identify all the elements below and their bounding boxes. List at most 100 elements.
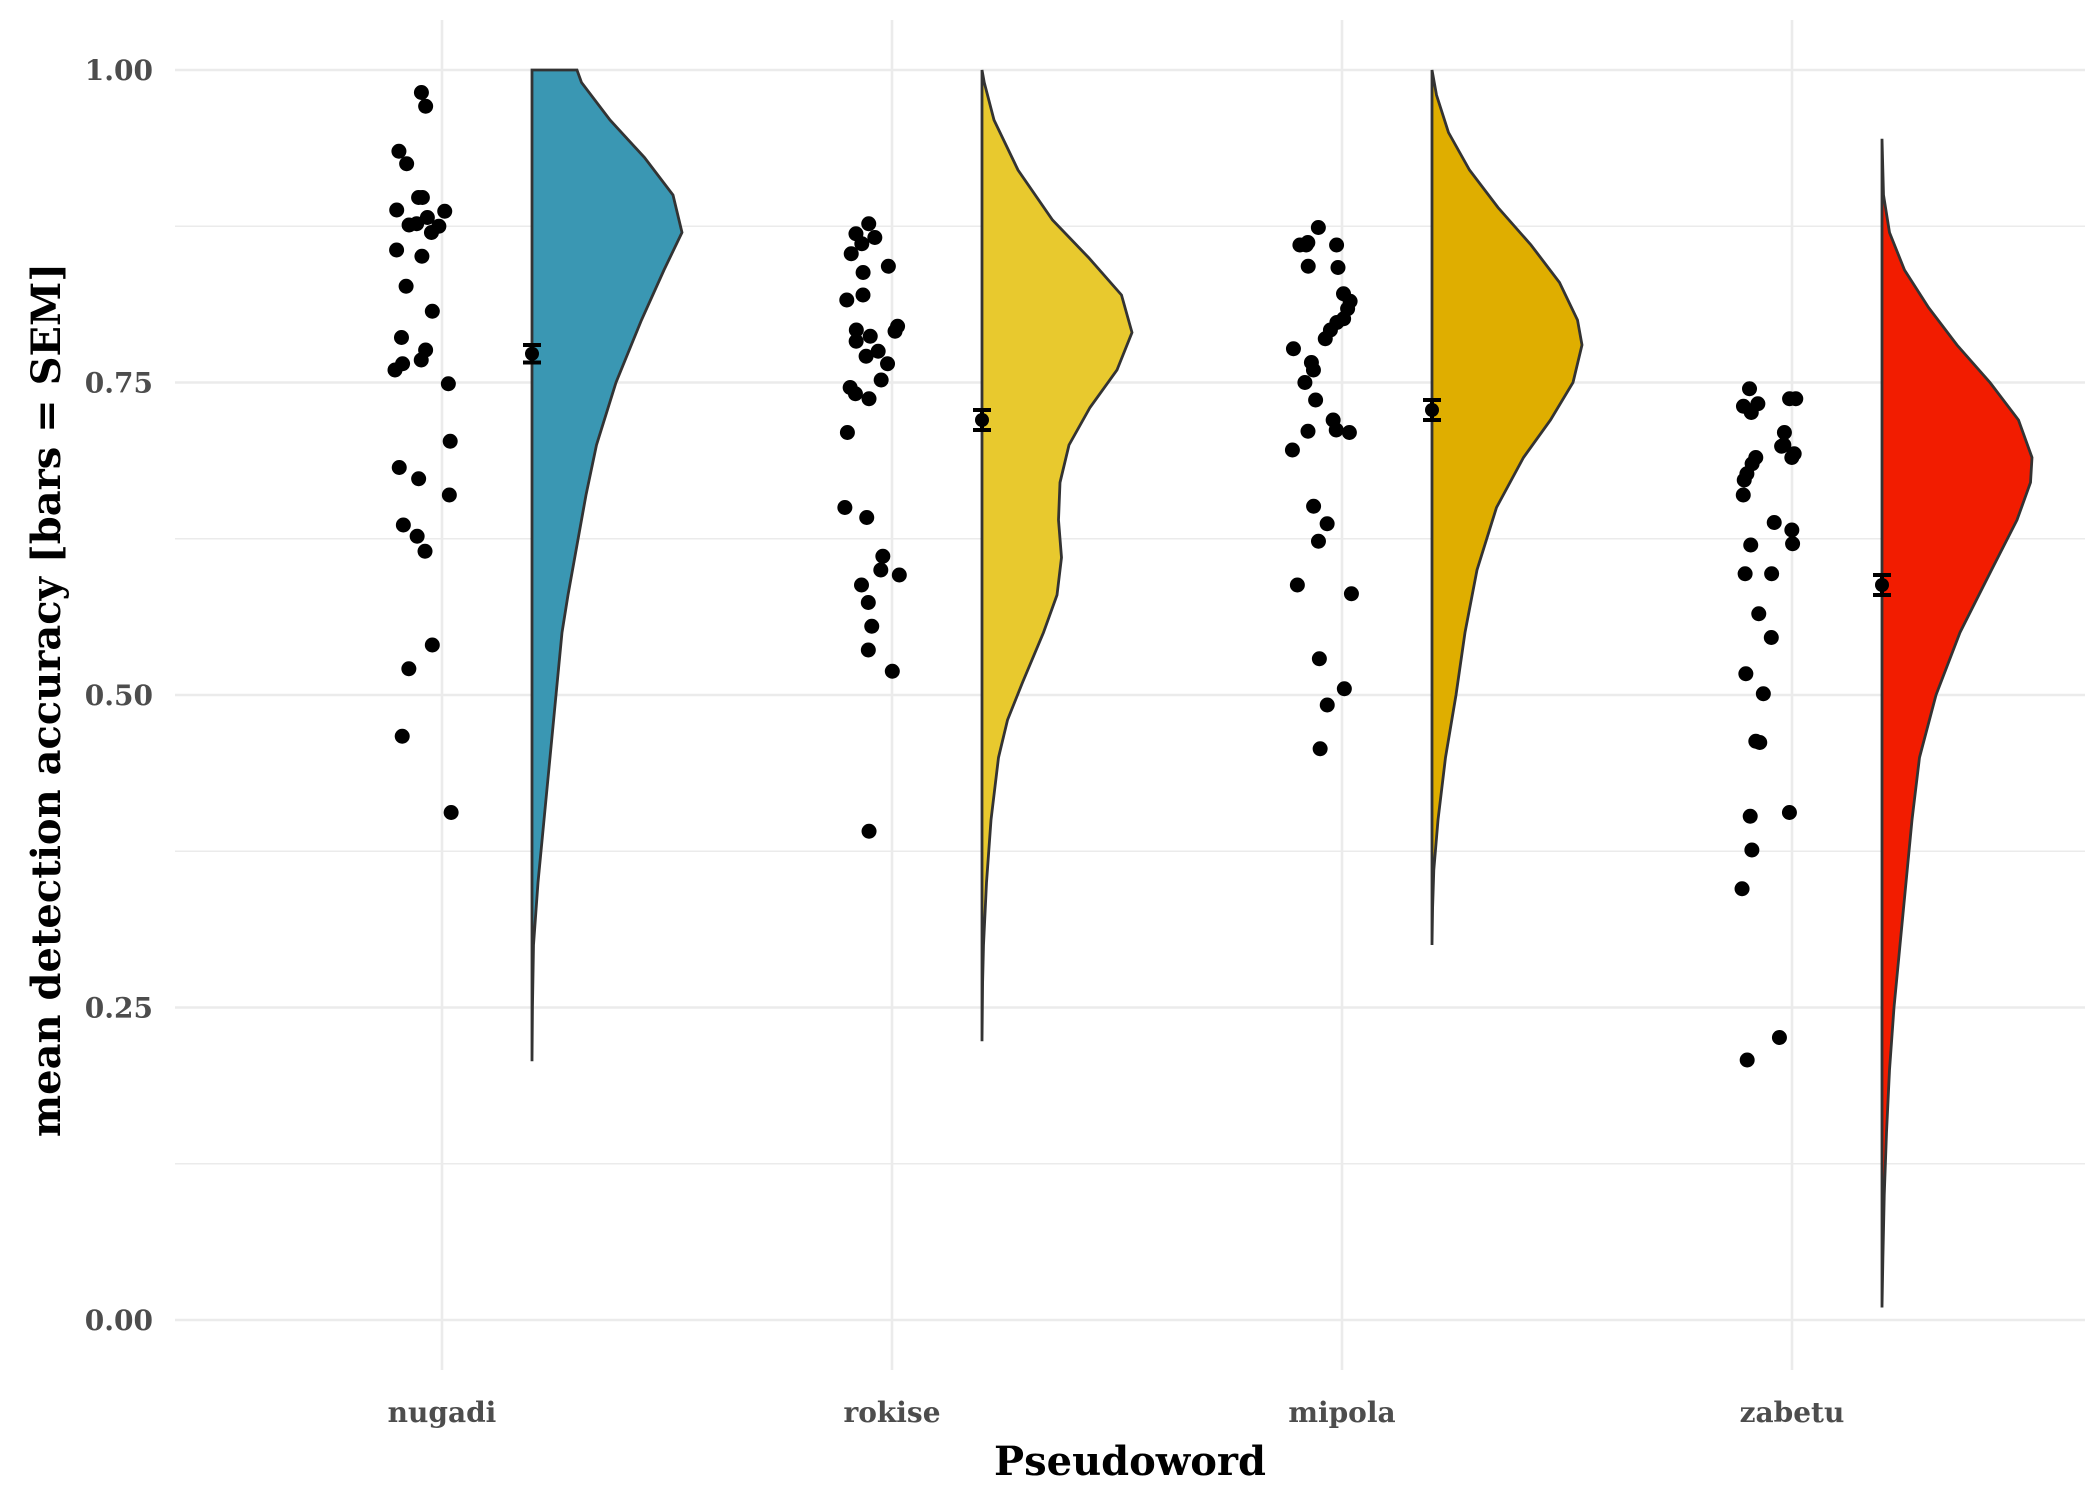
data-point-nugadi	[394, 728, 410, 744]
data-point-mipola	[1297, 375, 1313, 390]
data-point-nugadi	[424, 637, 440, 653]
data-point-nugadi	[440, 376, 456, 392]
data-point-nugadi	[423, 225, 439, 240]
data-point-rokise	[848, 322, 864, 338]
data-point-mipola	[1292, 237, 1308, 253]
mean-point-nugadi	[525, 346, 539, 361]
data-point-nugadi	[395, 517, 411, 533]
data-point-mipola	[1330, 260, 1346, 275]
data-point-zabetu	[1788, 391, 1804, 407]
data-point-mipola	[1312, 741, 1328, 757]
x-tick-label: nugadi	[388, 1396, 497, 1429]
data-point-rokise	[873, 562, 889, 578]
data-point-zabetu	[1734, 881, 1750, 897]
data-point-zabetu	[1742, 381, 1758, 397]
data-point-rokise	[843, 246, 859, 262]
data-point-mipola	[1319, 697, 1335, 713]
data-point-zabetu	[1763, 630, 1779, 645]
data-point-nugadi	[414, 248, 430, 264]
data-point-rokise	[860, 642, 876, 658]
mean-point-zabetu	[1875, 578, 1889, 592]
mean-sem-markers	[523, 343, 1891, 597]
data-point-nugadi	[391, 143, 407, 159]
data-point-zabetu	[1766, 515, 1782, 530]
data-point-rokise	[867, 230, 883, 245]
data-point-nugadi	[409, 528, 425, 544]
data-point-zabetu	[1743, 405, 1759, 420]
data-point-mipola	[1317, 331, 1333, 347]
data-point-nugadi	[401, 217, 417, 233]
data-point-nugadi	[393, 330, 409, 345]
data-point-mipola	[1300, 258, 1316, 274]
data-point-rokise	[860, 595, 876, 610]
data-point-zabetu	[1739, 1052, 1755, 1068]
data-point-mipola	[1328, 422, 1344, 438]
data-point-rokise	[880, 258, 896, 274]
data-point-nugadi	[389, 202, 405, 218]
violin-rokise	[980, 69, 1134, 1042]
data-point-nugadi	[443, 805, 459, 820]
data-point-rokise	[862, 328, 878, 344]
data-point-mipola	[1311, 651, 1327, 667]
data-point-mipola	[1343, 586, 1359, 602]
sem-bar-rokise	[973, 408, 991, 432]
data-point-rokise	[858, 348, 874, 364]
data-point-nugadi	[442, 433, 458, 449]
data-point-nugadi	[391, 460, 407, 475]
x-axis-ticks: nugadi rokise mipola zabetu	[388, 1396, 1845, 1429]
data-point-rokise	[837, 500, 853, 515]
data-point-rokise	[891, 567, 907, 583]
data-point-nugadi	[441, 487, 457, 503]
data-point-zabetu	[1781, 805, 1797, 820]
data-point-nugadi	[413, 85, 429, 100]
data-point-zabetu	[1752, 735, 1768, 750]
data-point-zabetu	[1743, 537, 1759, 553]
data-point-mipola	[1329, 237, 1345, 253]
data-point-mipola	[1284, 442, 1300, 458]
data-point-nugadi	[387, 362, 403, 378]
data-point-nugadi	[424, 303, 440, 319]
y-tick-label: 1.00	[85, 54, 153, 87]
data-point-mipola	[1285, 341, 1301, 357]
data-point-rokise	[887, 323, 903, 339]
y-tick-label: 0.00	[85, 1304, 153, 1337]
data-point-zabetu	[1785, 536, 1801, 552]
x-tick-label: rokise	[843, 1396, 940, 1429]
sem-bar-zabetu	[1873, 573, 1891, 597]
data-point-zabetu	[1735, 487, 1751, 503]
data-point-zabetu	[1738, 666, 1754, 682]
data-point-nugadi	[414, 190, 430, 205]
data-point-rokise	[861, 823, 877, 839]
data-point-zabetu	[1744, 842, 1760, 858]
data-point-rokise	[873, 372, 889, 388]
data-point-mipola	[1305, 362, 1321, 378]
data-point-zabetu	[1784, 450, 1800, 465]
data-point-rokise	[854, 577, 869, 593]
data-point-rokise	[854, 236, 870, 252]
data-point-mipola	[1300, 423, 1316, 439]
data-point-mipola	[1310, 533, 1326, 549]
y-tick-label: 0.25	[85, 992, 153, 1025]
y-axis-title: mean detection accuracy [bars = SEM]	[23, 263, 70, 1137]
sem-bar-mipola	[1423, 398, 1441, 422]
data-point-zabetu	[1776, 425, 1792, 440]
data-point-zabetu	[1784, 522, 1800, 538]
data-point-mipola	[1341, 425, 1357, 440]
data-point-mipola	[1319, 516, 1335, 532]
data-point-rokise	[855, 265, 871, 280]
data-point-zabetu	[1751, 606, 1767, 622]
data-point-nugadi	[417, 543, 433, 559]
grid-lines	[175, 20, 2085, 1370]
sem-bar-nugadi	[523, 343, 541, 365]
data-point-zabetu	[1764, 566, 1780, 582]
data-point-zabetu	[1737, 566, 1753, 582]
y-tick-label: 0.75	[85, 367, 153, 400]
mean-point-rokise	[975, 413, 989, 427]
data-point-rokise	[839, 292, 855, 308]
data-point-rokise	[880, 356, 896, 372]
data-point-nugadi	[389, 242, 405, 258]
y-tick-label: 0.50	[85, 679, 153, 712]
data-point-nugadi	[398, 278, 414, 294]
data-point-rokise	[861, 391, 877, 407]
